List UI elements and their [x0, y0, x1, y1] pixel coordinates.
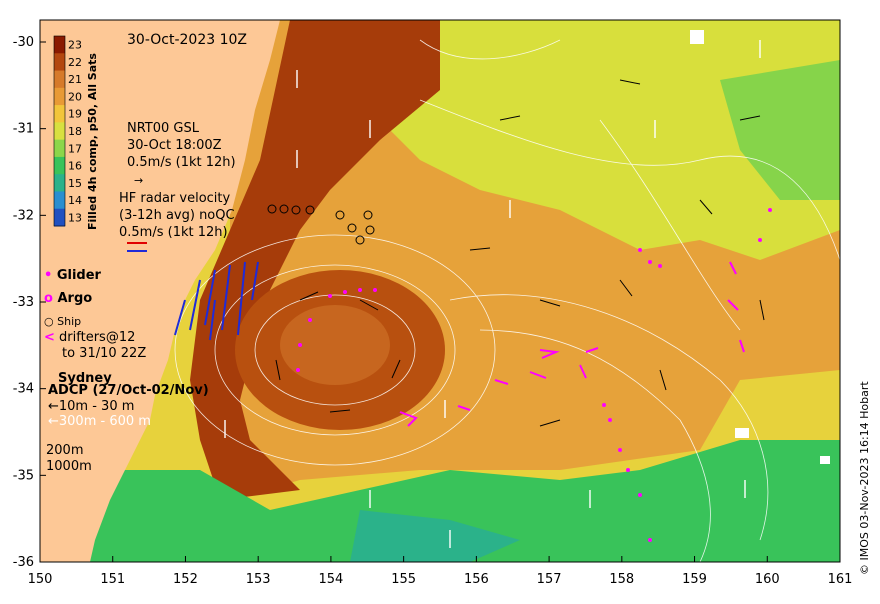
colorbar-label: 19 — [68, 108, 82, 121]
drifters-label-2: to 31/10 22Z — [62, 346, 147, 361]
colorbar-swatch — [54, 53, 65, 72]
y-tick-label: -30 — [13, 35, 34, 50]
velocity-arrows — [275, 79, 765, 427]
x-tick-label: 157 — [537, 572, 562, 587]
x-tick-label: 152 — [173, 572, 198, 587]
sst-region-cyan-south — [350, 510, 520, 562]
colorbar-swatch — [54, 156, 65, 175]
sst-region-green-ne — [720, 60, 840, 200]
colorbar-label: 14 — [68, 194, 82, 207]
hf-radar-vectors — [174, 261, 259, 341]
colorbar-label: 20 — [68, 90, 82, 103]
argo-legend: o Argo — [44, 291, 92, 307]
nrt-label-3: 0.5m/s (1kt 12h) — [127, 155, 236, 170]
drifters-legend: < drifters@12 — [44, 330, 135, 346]
ship-track — [267, 204, 375, 245]
adcp-line-2: ←300m - 600 m — [48, 414, 151, 429]
glider-label: Glider — [56, 268, 101, 283]
nrt-label-1: NRT00 GSL — [127, 121, 199, 136]
colorbar-swatch — [54, 174, 65, 192]
x-tick-label: 161 — [828, 572, 853, 587]
colorbar-swatch — [54, 87, 65, 106]
drifters-label-1: drifters@12 — [59, 330, 136, 345]
colorbar-title: Filled 4h comp, p50, All Sats — [86, 53, 99, 230]
nrt-scale-arrow: → — [134, 174, 144, 187]
y-tick-label: -34 — [13, 382, 34, 397]
argo-circle-icon: o — [44, 291, 53, 306]
x-tick-label: 156 — [464, 572, 489, 587]
map-title: 30-Oct-2023 10Z — [127, 32, 247, 48]
colorbar-swatch — [54, 105, 65, 123]
warm-core-eddy-inner — [280, 305, 390, 385]
x-tick-label: 150 — [28, 572, 53, 587]
x-axis-labels: 150 151 152 153 154 155 156 157 158 159 160 161 — [28, 572, 853, 587]
y-tick-label: -36 — [13, 555, 34, 570]
drifter-chevrons — [399, 261, 745, 427]
colorbar-label: 17 — [68, 142, 82, 155]
hf-label-3: 0.5m/s (1kt 12h) — [119, 225, 228, 240]
colorbar-swatch — [54, 139, 65, 158]
colorbar-swatch — [54, 70, 65, 89]
x-tick-label: 151 — [100, 572, 125, 587]
colorbar-label: 18 — [68, 125, 82, 138]
nrt-label-2: 30-Oct 18:00Z — [127, 138, 222, 153]
drifter-tracks — [296, 208, 772, 542]
x-axis — [39, 556, 841, 562]
x-tick-label: 160 — [755, 572, 780, 587]
drifter-arrow-icon: < — [44, 330, 55, 345]
y-axis-labels: -30 -31 -32 -33 -34 -35 -36 — [13, 35, 34, 570]
argo-label: Argo — [57, 291, 93, 306]
plot-border — [39, 19, 841, 563]
colorbar-swatch — [54, 122, 65, 141]
hf-label-1: HF radar velocity — [119, 191, 231, 206]
hf-scale-arrow-icon — [127, 242, 147, 252]
colorbar-label: 21 — [68, 73, 82, 86]
colorbar-label: 13 — [68, 211, 82, 224]
colorbar: 23 22 21 20 19 18 17 16 15 14 13 — [53, 35, 82, 227]
ship-label: Ship — [57, 315, 82, 328]
colorbar-swatch — [54, 36, 65, 54]
depth-200-label: 200m — [46, 443, 84, 458]
y-tick-label: -31 — [13, 122, 34, 137]
city-label: Sydney — [58, 371, 112, 386]
colorbar-label: 23 — [68, 39, 82, 52]
colorbar-frame — [53, 35, 66, 227]
glider-dot-icon: • — [44, 268, 53, 283]
eac-current-core — [190, 20, 440, 500]
colorbar-label: 15 — [68, 177, 82, 190]
colorbar-swatch — [54, 208, 65, 227]
x-tick-label: 153 — [246, 572, 271, 587]
ship-circle-icon: ○ — [44, 315, 54, 328]
ssh-contours — [174, 39, 840, 562]
x-tick-label: 158 — [609, 572, 634, 587]
sst-region-cool-south — [40, 440, 840, 562]
colorbar-swatch — [54, 191, 65, 210]
land-australia — [40, 20, 280, 562]
adcp-title: ADCP (27/Oct-02/Nov) — [48, 383, 209, 398]
x-tick-label: 154 — [318, 572, 343, 587]
colorbar-label: 22 — [68, 56, 82, 69]
ship-legend: ○ Ship — [44, 314, 81, 330]
white-arrows — [224, 40, 761, 548]
depth-1000-label: 1000m — [46, 459, 92, 474]
colorbar-label: 16 — [68, 160, 82, 173]
hf-label-2: (3-12h avg) noQC — [119, 208, 235, 223]
x-tick-label: 155 — [391, 572, 416, 587]
adcp-line-1: ←10m - 30 m — [48, 399, 135, 414]
glider-legend: • Glider — [44, 268, 101, 284]
cloud-gaps — [690, 30, 830, 464]
copyright-credit: © IMOS 03-Nov-2023 16:14 Hobart — [858, 381, 871, 575]
y-axis — [40, 41, 46, 563]
y-tick-label: -33 — [13, 295, 34, 310]
y-tick-label: -35 — [13, 468, 34, 483]
x-tick-label: 159 — [682, 572, 707, 587]
y-tick-label: -32 — [13, 208, 34, 223]
